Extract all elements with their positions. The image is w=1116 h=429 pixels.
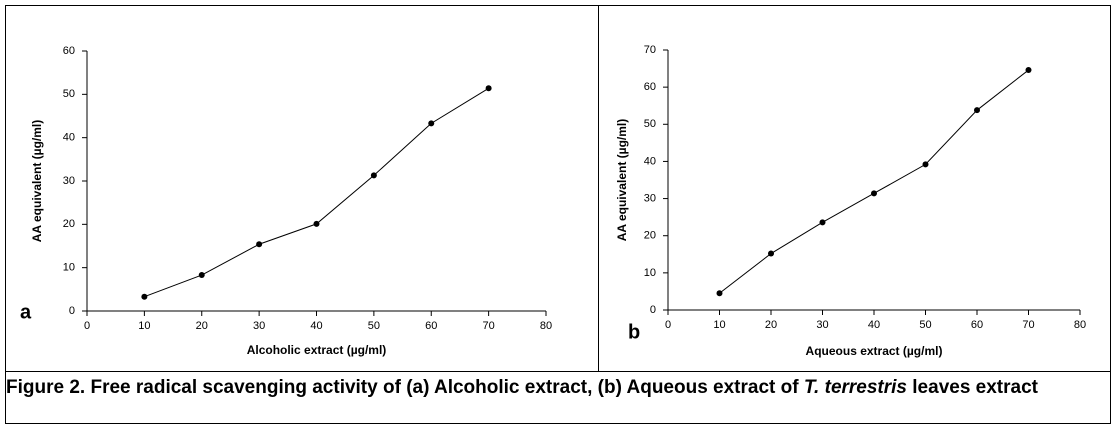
data-point: [1025, 67, 1032, 74]
data-line: [144, 87, 489, 298]
frame: [5, 5, 1111, 424]
data-point: [141, 293, 148, 300]
x-tick-label: 20: [765, 319, 777, 331]
x-tick-label: 50: [919, 319, 931, 331]
data-point: [871, 190, 877, 197]
y-tick-label: 70: [644, 44, 656, 56]
y-tick-label: 40: [644, 155, 656, 167]
y-tick-label: 20: [644, 230, 656, 242]
data-point: [974, 107, 980, 114]
y-tick-label: 50: [63, 88, 75, 100]
y-tick-label: 40: [63, 132, 75, 144]
x-tick-label: 50: [368, 320, 380, 332]
x-tick-label: 60: [425, 320, 437, 332]
y-tick-label: 10: [63, 262, 75, 274]
x-tick-label: 80: [1074, 319, 1086, 331]
y-tick-label: 50: [644, 118, 656, 130]
x-tick-label: 10: [713, 319, 725, 331]
x-tick-label: 70: [1022, 319, 1034, 331]
x-tick-label: 70: [483, 320, 495, 332]
data-line: [719, 69, 1029, 294]
data-point: [428, 120, 435, 127]
data-point: [256, 241, 263, 248]
y-tick-label: 0: [69, 305, 75, 317]
caption: Figure 2. Free radical scavenging activi…: [6, 376, 1106, 400]
y-tick-label: 30: [63, 175, 75, 187]
panel-label: b: [628, 321, 640, 343]
x-tick-label: 20: [196, 320, 208, 332]
data-point: [485, 85, 492, 92]
y-tick-label: 60: [63, 45, 75, 57]
y-tick-label: 20: [63, 218, 75, 230]
x-tick-label: 40: [868, 319, 880, 331]
data-point: [922, 161, 929, 168]
data-point: [370, 172, 377, 179]
panel-label: a: [20, 301, 32, 323]
data-point: [819, 219, 826, 226]
y-tick-label: 0: [650, 304, 656, 316]
data-point: [313, 220, 320, 227]
data-point: [768, 250, 774, 257]
x-tick-label: 60: [971, 319, 983, 331]
y-tick-label: 60: [644, 81, 656, 93]
y-axis-label: AA equivalent (µg/ml): [615, 119, 629, 241]
x-axis-label: Alcoholic extract (µg/ml): [247, 343, 387, 357]
y-axis-label: AA equivalent (µg/ml): [30, 120, 44, 242]
data-point: [716, 290, 723, 297]
x-tick-label: 10: [138, 320, 150, 332]
data-point: [198, 272, 205, 279]
y-tick-label: 30: [644, 192, 656, 204]
x-axis-label: Aqueous extract (µg/ml): [806, 344, 943, 358]
x-tick-label: 30: [816, 319, 828, 331]
caption-species: T. terrestris: [803, 377, 907, 398]
y-tick-label: 10: [644, 267, 656, 279]
x-tick-label: 0: [84, 320, 90, 332]
caption-text: leaves extract: [907, 377, 1038, 398]
caption-text: Figure 2. Free radical scavenging activi…: [6, 377, 804, 398]
x-tick-label: 30: [253, 320, 265, 332]
x-tick-label: 80: [540, 320, 552, 332]
x-tick-label: 0: [665, 319, 671, 331]
x-tick-label: 40: [310, 320, 322, 332]
